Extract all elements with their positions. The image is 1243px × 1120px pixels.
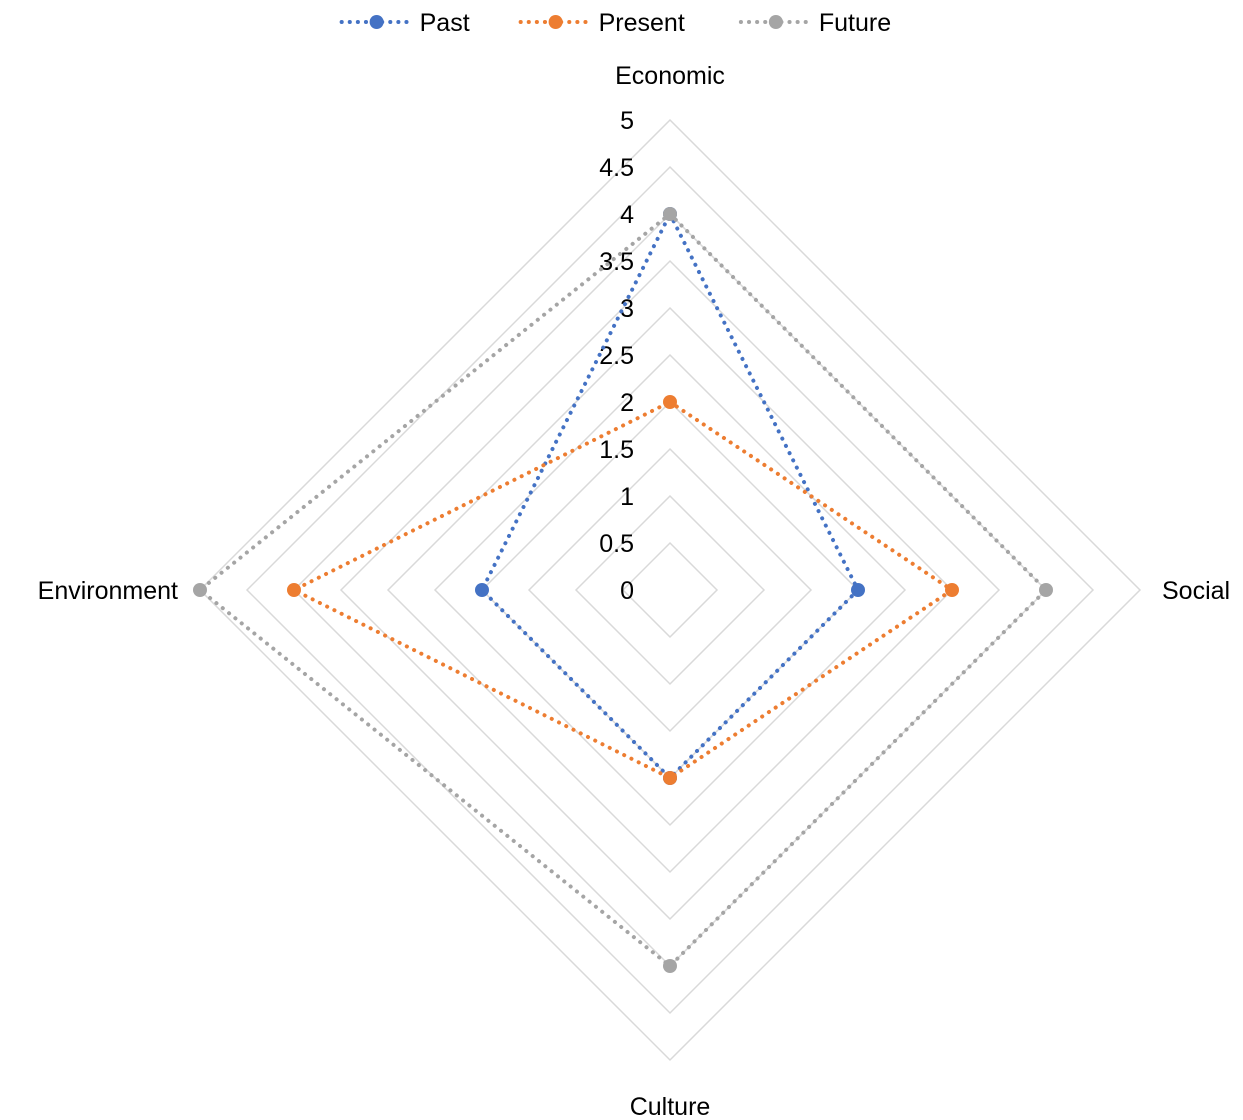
- grid-ring: [621, 541, 719, 639]
- data-point-future: [1039, 583, 1053, 597]
- grid-ring: [198, 118, 1142, 1062]
- data-point-present: [663, 395, 677, 409]
- grid-ring: [433, 353, 907, 827]
- data-point-present: [663, 771, 677, 785]
- axis-label-economic: Economic: [615, 62, 725, 90]
- data-point-past: [475, 583, 489, 597]
- tick-label: 3: [620, 295, 634, 323]
- tick-label: 4.5: [599, 154, 634, 182]
- tick-labels: 0 0.5 1 1.5 2 2.5 3 3.5 4 4.5 5: [599, 107, 634, 605]
- axis-label-environment: Environment: [38, 577, 178, 605]
- legend-marker-future: [768, 15, 783, 29]
- data-point-present: [287, 583, 301, 597]
- series-line-present: [289, 399, 956, 781]
- grid-ring: [292, 212, 1048, 968]
- tick-label: 0: [620, 577, 634, 605]
- tick-label: 0.5: [599, 530, 634, 558]
- grid-ring: [245, 165, 1095, 1015]
- legend-label-present: Present: [599, 9, 685, 37]
- tick-label: 5: [620, 107, 634, 135]
- tick-label: 1.5: [599, 436, 634, 464]
- tick-label: 4: [620, 201, 634, 229]
- series-line-future: [196, 211, 1049, 969]
- grid-ring: [480, 400, 860, 780]
- legend-item-past: Past: [339, 9, 470, 37]
- series-future: [193, 207, 1053, 973]
- grid-ring: [527, 447, 813, 733]
- legend: Past Present Future: [339, 9, 891, 37]
- grid-layer: [198, 118, 1142, 1062]
- axis-label-culture: Culture: [630, 1093, 711, 1115]
- tick-label: 3.5: [599, 248, 634, 276]
- series-present: [287, 395, 959, 785]
- data-point-present: [945, 583, 959, 597]
- legend-marker-present: [548, 15, 563, 29]
- grid-ring: [574, 494, 766, 686]
- grid-ring: [339, 259, 1001, 921]
- data-point-future: [193, 583, 207, 597]
- tick-label: 2.5: [599, 342, 634, 370]
- legend-item-future: Future: [738, 9, 891, 37]
- grid-ring: [386, 306, 954, 874]
- tick-label: 2: [620, 389, 634, 417]
- data-point-future: [663, 207, 677, 221]
- series-layer: [193, 207, 1053, 973]
- legend-label-past: Past: [420, 9, 470, 37]
- legend-item-present: Present: [518, 9, 685, 37]
- data-point-future: [663, 959, 677, 973]
- tick-label: 1: [620, 483, 634, 511]
- data-point-past: [851, 583, 865, 597]
- legend-marker-past: [369, 15, 384, 29]
- legend-label-future: Future: [819, 9, 891, 37]
- axis-label-social: Social: [1162, 577, 1230, 605]
